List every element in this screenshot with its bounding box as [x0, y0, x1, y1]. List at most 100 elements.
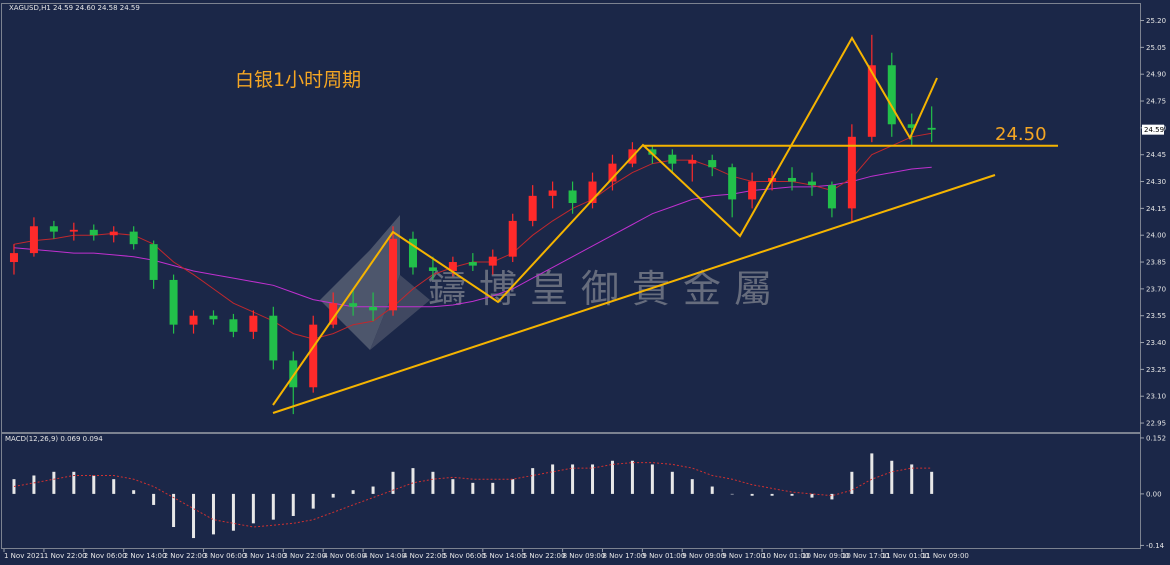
x-tick-label: 4 Nov 06:00 [323, 552, 366, 560]
moving-average [13, 166, 932, 308]
y-tick-label: 23.85 [1146, 259, 1166, 267]
macd-bar [192, 493, 196, 539]
candle-body [927, 127, 936, 130]
x-tick-label: 5 Nov 14:00 [483, 552, 526, 560]
x-tick-label: 11 Nov 01:00 [882, 552, 929, 560]
y-tick-label: 24.75 [1146, 98, 1166, 106]
macd-bar [311, 493, 315, 509]
macd-bar [391, 471, 395, 494]
macd-bar [790, 493, 794, 496]
macd-bar [411, 468, 415, 494]
candle-body [827, 185, 836, 209]
macd-bar [331, 493, 335, 498]
last-price-box [1142, 124, 1164, 135]
candle-body [648, 149, 657, 155]
macd-bar [92, 475, 96, 494]
y-tick-label: 25.20 [1146, 17, 1166, 25]
macd-bar [870, 453, 874, 494]
y-tick-label: 23.10 [1146, 393, 1166, 401]
candle-body [129, 231, 138, 245]
macd-bar [670, 471, 674, 494]
y-tick-label: 23.40 [1146, 339, 1166, 347]
candle-body [887, 65, 896, 125]
x-tick-label: 9 Nov 01:00 [642, 552, 685, 560]
y-tick-label: -0.14 [1146, 542, 1165, 550]
y-tick-label: 0.00 [1146, 490, 1162, 498]
candle-body [807, 181, 816, 186]
macd-bar [72, 471, 76, 494]
overlay: 24.50 24.59 [643, 124, 1164, 147]
candle-body [468, 262, 477, 266]
x-tick-label: 9 Nov 09:00 [682, 552, 725, 560]
candle-body [209, 315, 218, 320]
macd-bar [431, 471, 435, 494]
macd-bar [371, 486, 375, 494]
x-tick-label: 8 Nov 17:00 [603, 552, 646, 560]
signal-line [13, 462, 932, 528]
x-tick-label: 3 Nov 22:00 [283, 552, 326, 560]
candle-body [528, 195, 537, 221]
candle-body [428, 267, 437, 271]
x-tick-label: 9 Nov 17:00 [722, 552, 765, 560]
macd-panel [1, 433, 1141, 549]
x-tick-label: 2 Nov 14:00 [124, 552, 167, 560]
x-tick-label: 3 Nov 14:00 [243, 552, 286, 560]
x-tick-label: 2 Nov 22:00 [164, 552, 207, 560]
macd-bar [630, 460, 634, 494]
candle-body [189, 315, 198, 325]
macd-bar [152, 493, 156, 505]
candle-body [169, 279, 178, 325]
y-tick-label: 23.70 [1146, 285, 1166, 293]
candle-body [907, 124, 916, 128]
macd-bar [211, 493, 215, 535]
macd-bar [451, 479, 455, 494]
macd-bar [531, 468, 535, 494]
macd-bar [52, 471, 56, 494]
candle-body [568, 190, 577, 204]
candle-body [369, 306, 378, 311]
candle-body [408, 238, 417, 268]
candle-body [9, 253, 18, 263]
y-tick-label: 24.45 [1146, 151, 1166, 159]
x-tick-label: 3 Nov 06:00 [204, 552, 247, 560]
macd-bar [910, 464, 914, 494]
x-tick-label: 10 Nov 09:00 [802, 552, 849, 560]
macd-bar [730, 493, 734, 495]
macd-bar [710, 486, 714, 494]
x-tick-label: 5 Nov 22:00 [523, 552, 566, 560]
macd-bar [930, 471, 934, 494]
x-tick-label: 2 Nov 06:00 [84, 552, 127, 560]
candle-body [488, 256, 497, 266]
macd-bar [12, 479, 16, 494]
macd-bar [610, 460, 614, 494]
candle-body [448, 262, 457, 271]
macd-bar [750, 493, 754, 496]
macd-bar [112, 479, 116, 494]
candle-body [109, 231, 118, 236]
candle-body [89, 229, 98, 236]
y-tick-label: 24.00 [1146, 232, 1166, 240]
candle-body [788, 177, 797, 182]
candle-body [349, 303, 358, 307]
candle-body [309, 324, 318, 388]
y-tick-label: 23.25 [1146, 366, 1166, 374]
watermark: 鑄博皇御貴金屬 [428, 267, 785, 311]
candle-body [329, 303, 338, 325]
plot: 22.95 23.10 23.25 23.40 23.55 23.70 23.85 24.00… [3, 17, 1166, 560]
macd-bar [231, 493, 235, 531]
candle-body [229, 319, 238, 332]
candle-body [29, 226, 38, 254]
macd-bar [132, 490, 136, 494]
macd-bar [830, 493, 834, 500]
candle-body [508, 220, 517, 257]
level-label: 24.50 [995, 124, 1047, 145]
macd-bar [251, 493, 255, 524]
candle-body [608, 163, 617, 182]
macd-bar [810, 493, 814, 498]
y-tick-label: 24.30 [1146, 178, 1166, 186]
x-tick-label: 10 Nov 17:00 [842, 552, 889, 560]
candle-body [708, 160, 717, 168]
candle-body [389, 238, 398, 311]
